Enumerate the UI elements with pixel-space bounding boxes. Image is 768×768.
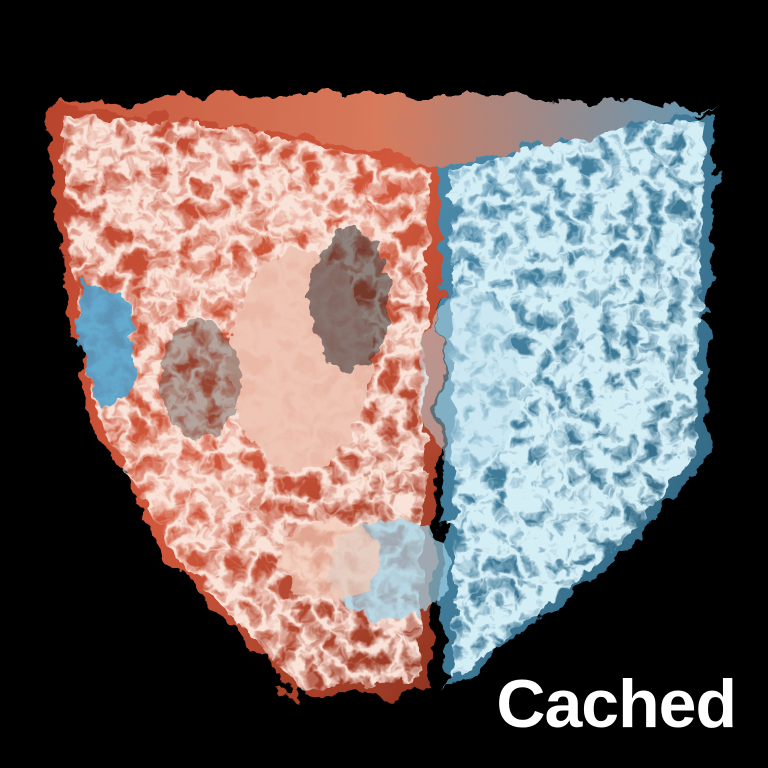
caption-label: Cached	[496, 666, 737, 742]
cube-top-face	[45, 95, 715, 165]
cube-right-face-highlights	[450, 120, 705, 680]
cube-cavity-detail	[160, 230, 520, 620]
